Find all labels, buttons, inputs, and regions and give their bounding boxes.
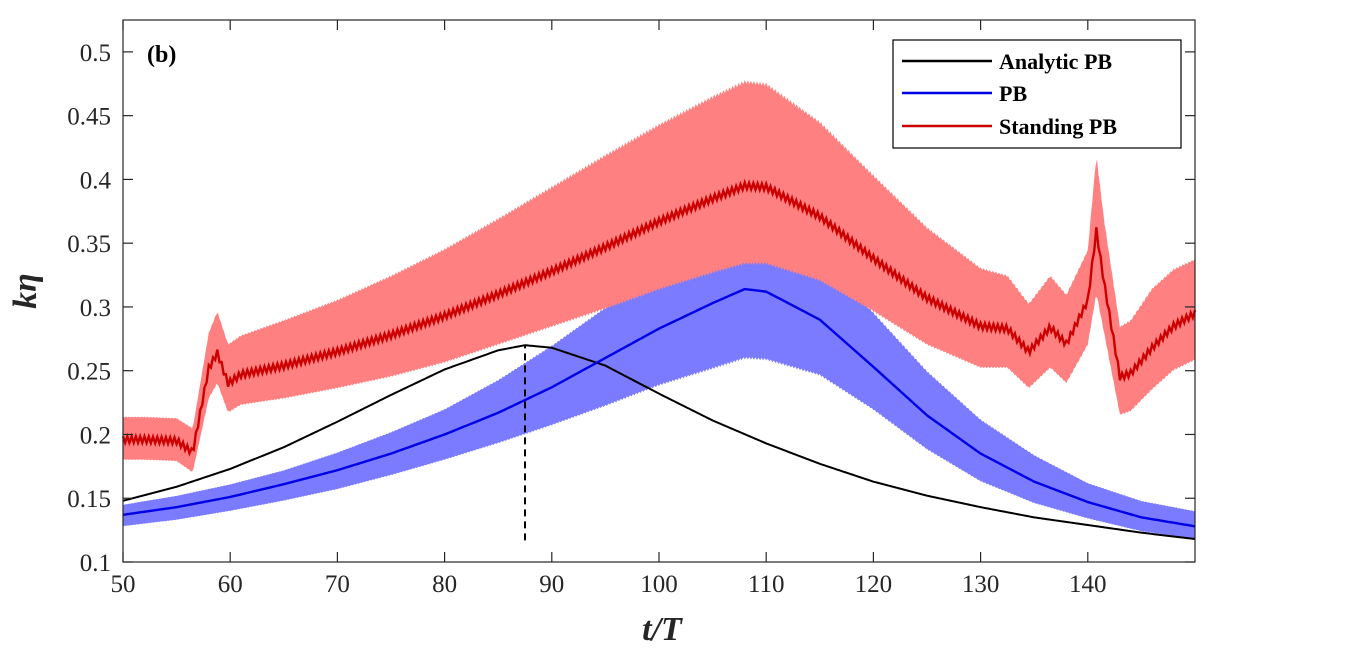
y-tick-label: 0.5 bbox=[80, 40, 111, 67]
x-tick-label: 130 bbox=[962, 571, 1000, 598]
axis-ticks: 50 60 70 80 90 100 110 120 130 140 0.1 0.15 0.2 0.25 0… bbox=[67, 20, 1195, 598]
y-tick-label: 0.25 bbox=[67, 359, 111, 386]
x-tick-label: 50 bbox=[111, 571, 136, 598]
x-tick-label: 110 bbox=[748, 571, 785, 598]
x-axis-label: t/T bbox=[642, 611, 683, 648]
y-tick-label: 0.35 bbox=[67, 231, 111, 258]
y-tick-label: 0.4 bbox=[80, 167, 112, 194]
confidence-bands bbox=[123, 79, 1195, 540]
x-tick-label: 90 bbox=[539, 571, 564, 598]
y-tick-label: 0.1 bbox=[80, 550, 111, 577]
y-tick-label: 0.15 bbox=[67, 486, 111, 513]
x-tick-label: 140 bbox=[1069, 571, 1107, 598]
x-tick-label: 80 bbox=[432, 571, 457, 598]
x-tick-label: 60 bbox=[218, 571, 243, 598]
line-standing-pb bbox=[121, 178, 1197, 457]
legend-label-analytic-pb: Analytic PB bbox=[999, 49, 1112, 74]
y-tick-label: 0.2 bbox=[80, 422, 111, 449]
legend-label-standing-pb: Standing PB bbox=[999, 114, 1117, 139]
line-analytic-pb bbox=[122, 344, 1196, 541]
x-tick-label: 120 bbox=[855, 571, 893, 598]
band-standing-pb bbox=[123, 79, 1195, 472]
band-pb bbox=[123, 212, 1195, 540]
series-lines bbox=[121, 178, 1197, 541]
x-tick-label: 100 bbox=[640, 571, 678, 598]
legend-label-pb: PB bbox=[999, 81, 1027, 106]
legend: Analytic PB PB Standing PB bbox=[892, 39, 1182, 149]
x-tick-label: 70 bbox=[325, 571, 350, 598]
y-tick-label: 0.45 bbox=[67, 104, 111, 131]
panel-label: (b) bbox=[147, 42, 176, 68]
y-tick-label: 0.3 bbox=[80, 295, 111, 322]
line-pb bbox=[122, 287, 1196, 528]
y-axis-label: kη bbox=[7, 273, 44, 309]
